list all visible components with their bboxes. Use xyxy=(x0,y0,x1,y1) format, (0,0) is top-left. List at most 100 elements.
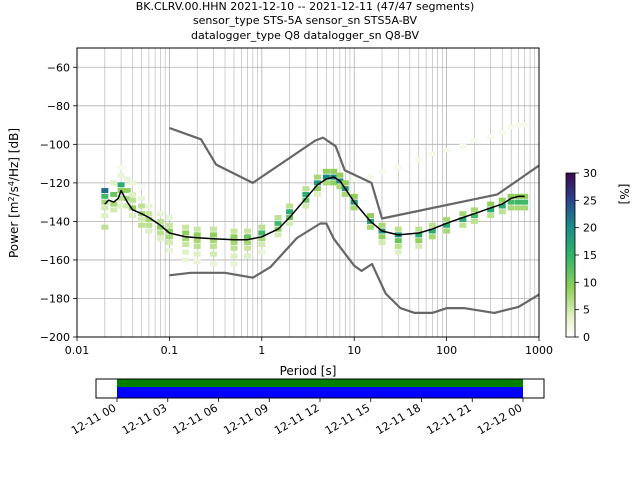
density-cell xyxy=(123,195,131,201)
chart-title-line-3: datalogger_type Q8 datalogger_sn Q8-BV xyxy=(191,29,419,42)
density-cell xyxy=(193,259,201,265)
y-axis-ticks: −200 −180 −160 −140 −120 −100 −80 −60 xyxy=(40,61,77,344)
timeline-tick-label: 12-11 03 xyxy=(120,401,169,437)
grid-lines xyxy=(77,48,539,338)
density-cell xyxy=(394,249,402,255)
density-cell xyxy=(243,228,251,234)
density-cell xyxy=(498,203,506,209)
x-tick-label: 1000 xyxy=(525,344,553,357)
density-cell xyxy=(101,205,109,211)
density-cell xyxy=(123,176,131,182)
timeline-tick-label: 12-11 15 xyxy=(323,401,372,437)
density-cell xyxy=(443,147,451,153)
density-cell xyxy=(138,184,146,190)
colorbar-tick-label: 10 xyxy=(583,276,597,289)
timeline-tick-label: 12-11 09 xyxy=(221,401,270,437)
density-cell xyxy=(378,240,386,246)
density-cell xyxy=(428,234,436,240)
density-cell xyxy=(258,224,266,230)
density-cell xyxy=(145,203,153,209)
density-cell xyxy=(193,232,201,238)
timeline-tick-label: 12-11 06 xyxy=(171,401,220,437)
density-cell xyxy=(313,186,321,192)
density-cell xyxy=(515,205,523,211)
density-cell xyxy=(165,215,173,221)
density-cell xyxy=(366,174,374,180)
x-tick-label: 0.1 xyxy=(161,344,179,357)
density-cell xyxy=(243,234,251,240)
density-cell xyxy=(521,122,529,128)
colorbar: 0 5 10 15 20 25 30 [%] xyxy=(565,167,631,344)
density-cell xyxy=(507,199,515,205)
density-cell xyxy=(313,180,321,186)
density-cell xyxy=(507,124,515,130)
density-cell xyxy=(521,205,529,211)
density-cell xyxy=(274,220,282,226)
density-cell xyxy=(243,245,251,251)
density-cell xyxy=(378,168,386,174)
colorbar-tick-label: 0 xyxy=(583,331,590,344)
density-cell xyxy=(101,199,109,205)
density-cell xyxy=(515,122,523,128)
density-cell xyxy=(145,222,153,228)
density-cell xyxy=(117,182,125,188)
colorbar-gradient xyxy=(565,172,576,338)
chart-title-line-2: sensor_type STS-5A sensor_sn STS5A-BV xyxy=(193,14,418,27)
density-cell xyxy=(110,207,118,213)
density-cell xyxy=(274,232,282,238)
density-cell xyxy=(117,172,125,178)
density-cell xyxy=(165,234,173,240)
density-cell xyxy=(165,247,173,253)
density-cell xyxy=(428,228,436,234)
density-cell xyxy=(243,240,251,246)
density-cell xyxy=(302,203,310,209)
density-cell xyxy=(341,191,349,197)
density-cell xyxy=(470,218,478,224)
density-cell xyxy=(470,213,478,219)
density-cell xyxy=(145,228,153,234)
density-cell xyxy=(165,240,173,246)
density-cell xyxy=(415,243,423,249)
density-cell xyxy=(498,130,506,136)
density-cell xyxy=(129,191,137,197)
density-cell xyxy=(101,193,109,199)
density-cell xyxy=(193,226,201,232)
colorbar-tick-label: 25 xyxy=(583,194,597,207)
density-cell xyxy=(129,197,137,203)
density-cell xyxy=(230,228,238,234)
density-cell xyxy=(394,164,402,170)
density-cell xyxy=(209,232,217,238)
mean-curve-group xyxy=(104,176,525,241)
density-cell xyxy=(230,234,238,240)
density-cell xyxy=(145,211,153,217)
density-cell xyxy=(394,226,402,232)
ppsd-plot: 0.01 0.1 1 10 100 1000 −200 −180 −160 −140 −120 −1… xyxy=(7,47,553,378)
density-cell xyxy=(487,134,495,140)
timeline-tick-label: 12-11 00 xyxy=(69,401,118,437)
density-cell xyxy=(350,193,358,199)
density-cell xyxy=(156,230,164,236)
density-cell xyxy=(415,226,423,232)
density-cell xyxy=(521,199,529,205)
y-tick-label: −60 xyxy=(47,61,70,74)
density-cell xyxy=(394,238,402,244)
density-cell xyxy=(313,174,321,180)
density-cell xyxy=(322,180,330,186)
x-tick-label: 0.01 xyxy=(65,344,90,357)
colorbar-tick-label: 15 xyxy=(583,249,597,262)
density-cell xyxy=(138,195,146,201)
density-cell xyxy=(443,222,451,228)
density-cell xyxy=(193,243,201,249)
density-cell xyxy=(156,236,164,242)
density-cell xyxy=(138,222,146,228)
density-cell xyxy=(182,236,190,242)
density-cell xyxy=(182,242,190,248)
density-cell xyxy=(230,245,238,251)
density-cell xyxy=(165,228,173,234)
density-cell xyxy=(341,180,349,186)
density-cell xyxy=(182,230,190,236)
density-cell xyxy=(415,232,423,238)
density-cell xyxy=(117,195,125,201)
density-cell xyxy=(110,180,118,186)
